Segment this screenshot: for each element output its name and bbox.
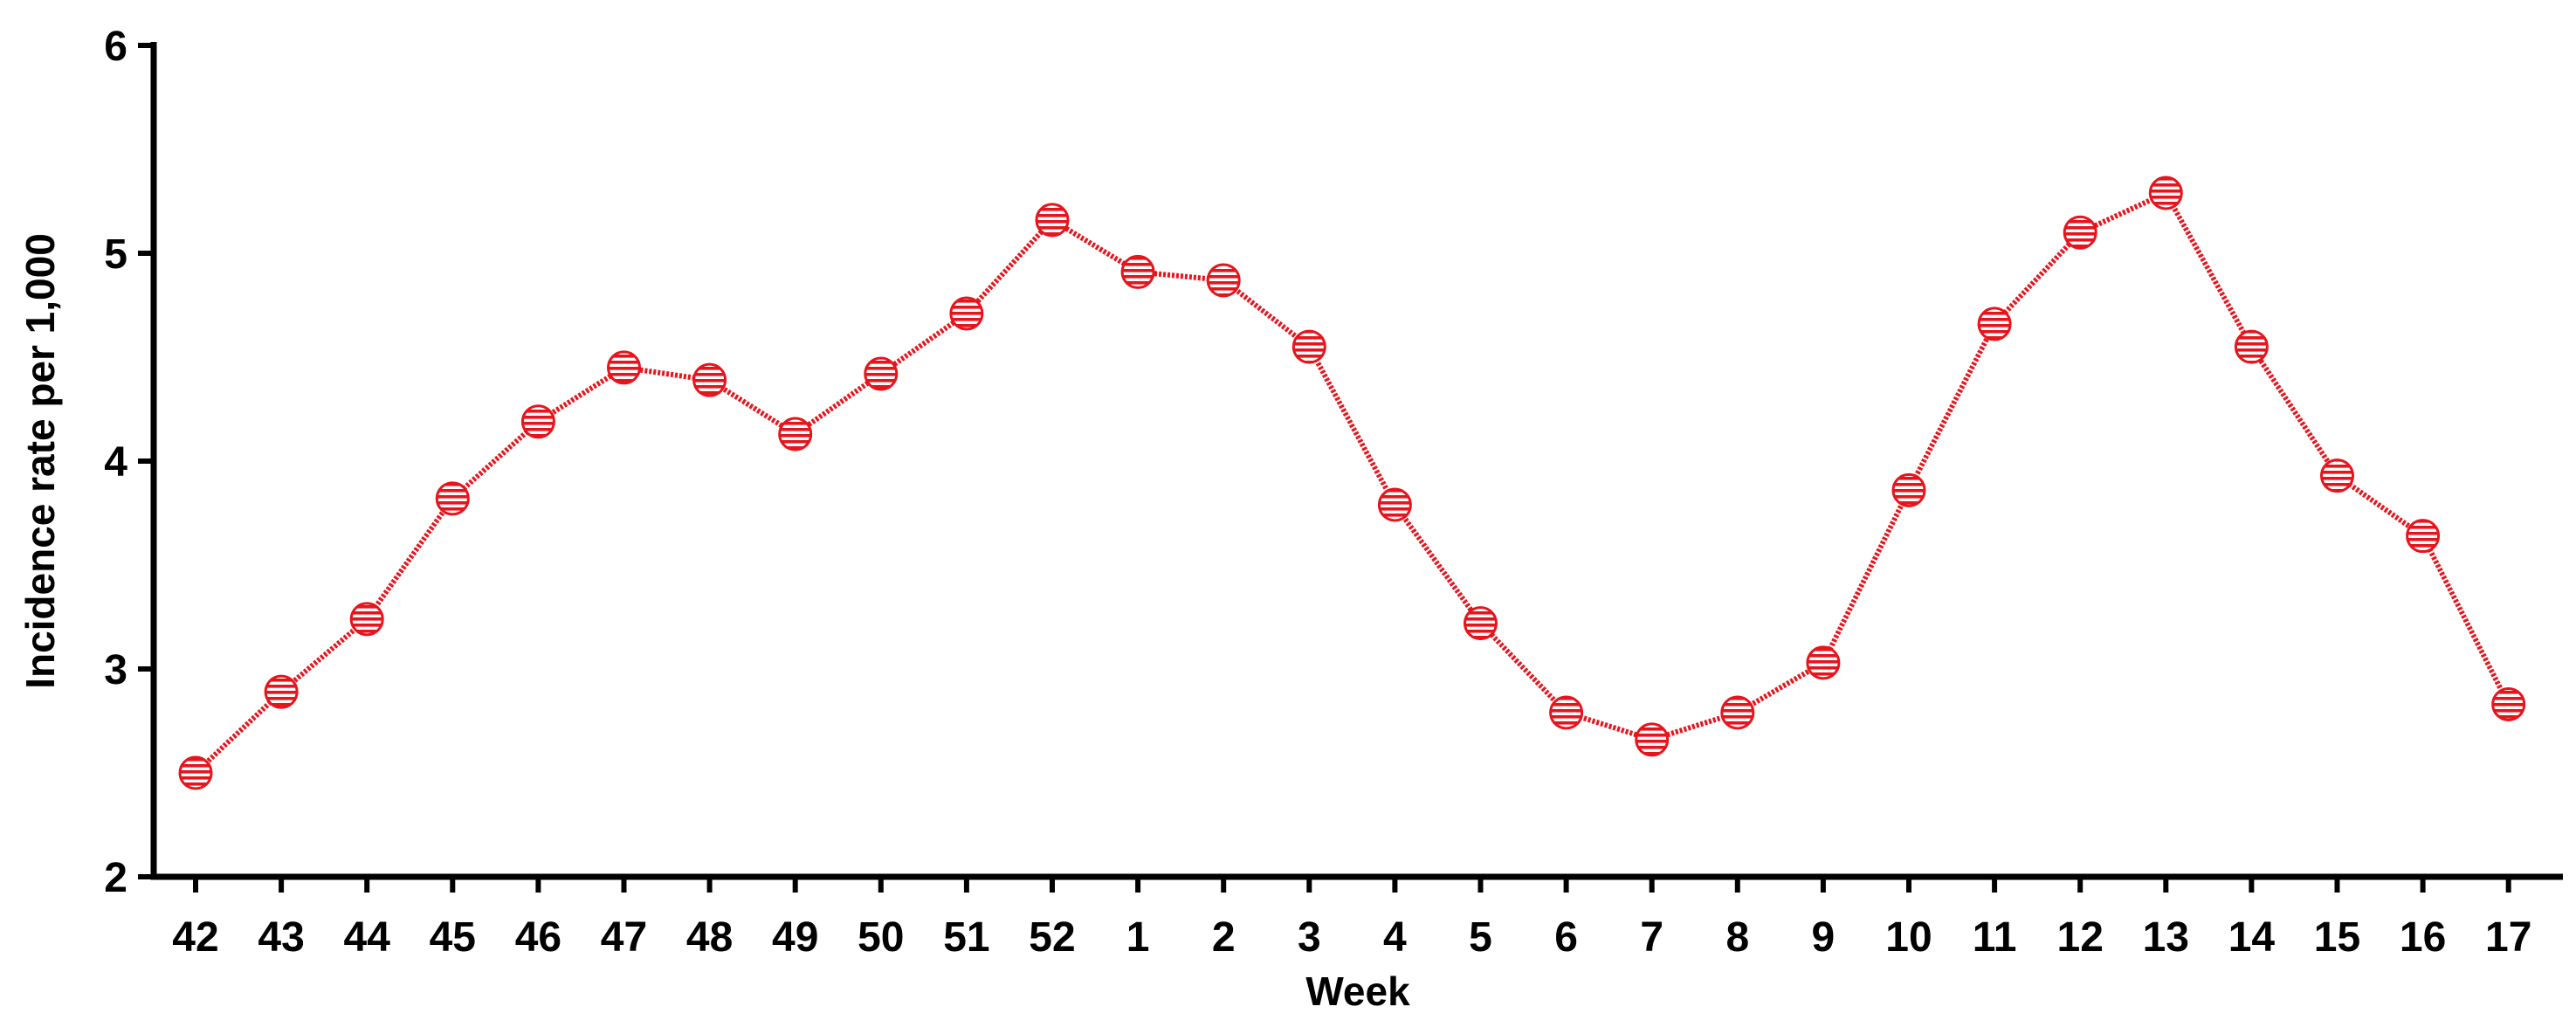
x-tick-label: 1 bbox=[1126, 914, 1150, 961]
data-point bbox=[520, 404, 555, 439]
data-point bbox=[1891, 472, 1926, 507]
data-point bbox=[1635, 722, 1670, 757]
x-tick-label: 49 bbox=[772, 914, 818, 961]
x-tick-label: 15 bbox=[2314, 914, 2360, 961]
data-point bbox=[2406, 519, 2441, 554]
x-tick-label: 14 bbox=[2228, 914, 2276, 961]
data-point bbox=[1120, 254, 1155, 289]
x-tick-label: 8 bbox=[1725, 914, 1749, 961]
x-axis: 42 43 44 45 46 47 48 49 50 51 52 1 2 3 4 5 6 7 8 9 10 11 12 13 1… bbox=[150, 873, 2563, 961]
data-point bbox=[1549, 695, 1584, 730]
x-tick-label: 52 bbox=[1029, 914, 1075, 961]
data-point bbox=[778, 417, 813, 452]
x-tick-label: 45 bbox=[430, 914, 476, 961]
x-tick-label: 17 bbox=[2485, 914, 2531, 961]
data-point bbox=[349, 602, 384, 637]
x-tick-label: 7 bbox=[1640, 914, 1663, 961]
y-axis-title: Incidence rate per 1,000 bbox=[17, 233, 63, 689]
x-tick-label: 2 bbox=[1212, 914, 1236, 961]
x-tick-label: 5 bbox=[1469, 914, 1492, 961]
x-tick-label: 13 bbox=[2143, 914, 2189, 961]
y-tick-label: 4 bbox=[104, 439, 127, 486]
data-point bbox=[2063, 215, 2097, 250]
data-point bbox=[2491, 686, 2526, 721]
data-point bbox=[2320, 458, 2354, 493]
y-tick-label: 3 bbox=[104, 647, 127, 693]
data-point bbox=[1377, 487, 1412, 522]
x-tick-label: 50 bbox=[858, 914, 904, 961]
data-series bbox=[178, 176, 2526, 790]
x-tick-label: 44 bbox=[344, 914, 391, 961]
data-point bbox=[1291, 329, 1326, 364]
x-tick-label: 6 bbox=[1554, 914, 1578, 961]
x-tick-label: 12 bbox=[2057, 914, 2104, 961]
data-point bbox=[1720, 695, 1755, 730]
data-point bbox=[1035, 203, 1070, 238]
x-tick-label: 11 bbox=[1973, 914, 2017, 961]
x-tick-label: 9 bbox=[1812, 914, 1836, 961]
data-point bbox=[264, 674, 299, 709]
x-tick-label: 4 bbox=[1383, 914, 1407, 961]
x-tick-label: 47 bbox=[601, 914, 647, 961]
y-tick-label: 6 bbox=[104, 24, 127, 70]
data-point bbox=[1206, 263, 1241, 298]
y-tick-label: 5 bbox=[104, 231, 127, 278]
x-tick-label: 46 bbox=[515, 914, 561, 961]
data-point bbox=[2148, 176, 2183, 210]
series-line bbox=[193, 190, 2511, 776]
data-point bbox=[1464, 606, 1498, 641]
x-tick-label: 3 bbox=[1298, 914, 1321, 961]
x-tick-label: 51 bbox=[943, 914, 989, 961]
data-point bbox=[864, 356, 899, 391]
x-tick-label: 42 bbox=[172, 914, 218, 961]
x-tick-label: 10 bbox=[1885, 914, 1932, 961]
data-point bbox=[1977, 307, 2012, 341]
data-point bbox=[692, 362, 727, 397]
y-axis: 2 3 4 5 6 bbox=[104, 24, 157, 901]
data-point bbox=[607, 350, 641, 385]
x-axis-title: Week bbox=[1305, 969, 1410, 1014]
data-point bbox=[1806, 645, 1841, 680]
data-point bbox=[178, 755, 213, 790]
data-point bbox=[2234, 329, 2269, 364]
x-tick-label: 43 bbox=[258, 914, 304, 961]
y-tick-label: 2 bbox=[104, 855, 127, 901]
data-point bbox=[435, 481, 470, 516]
x-tick-label: 48 bbox=[686, 914, 733, 961]
x-tick-label: 16 bbox=[2400, 914, 2446, 961]
data-point bbox=[949, 296, 984, 331]
